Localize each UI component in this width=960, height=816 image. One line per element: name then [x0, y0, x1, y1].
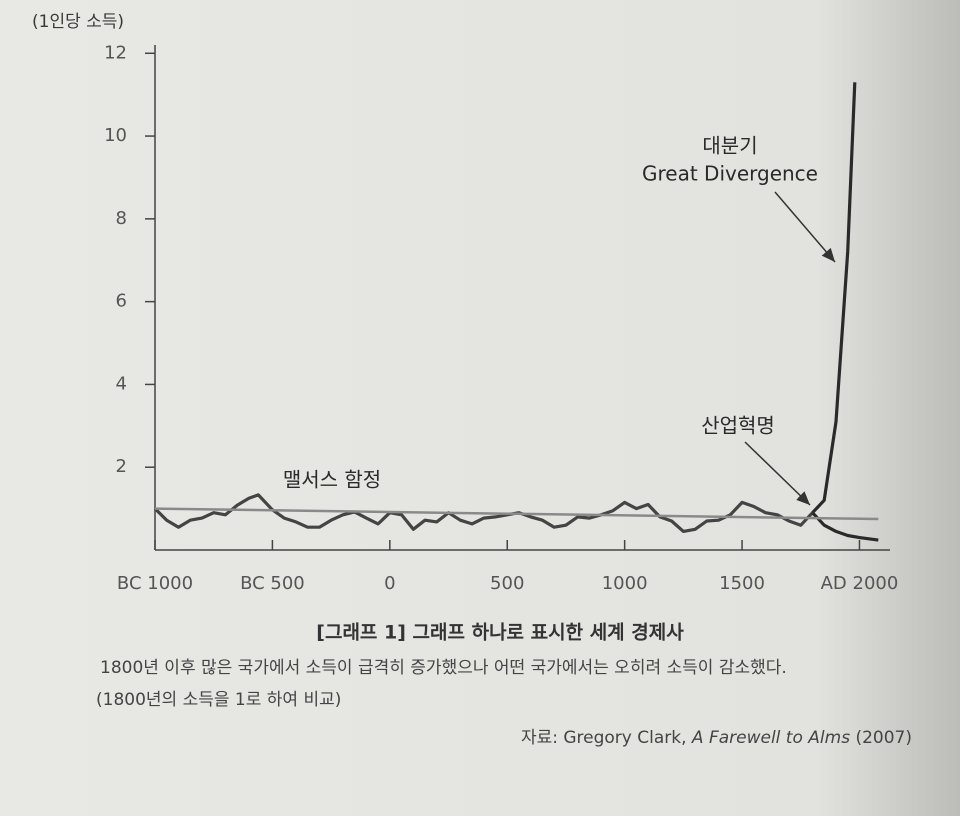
y-tick-label: 6: [116, 291, 127, 312]
y-axis-label: (1인당 소득): [32, 12, 124, 32]
source-year: (2007): [855, 728, 912, 748]
x-tick-label: BC 1000: [117, 573, 193, 594]
annotation-arrow: [744, 441, 811, 506]
annotation-arrow: [774, 191, 836, 263]
caption-title: [그래프 1] 그래프 하나로 표시한 세계 경제사: [316, 622, 684, 644]
caption-line: 1800년 이후 많은 국가에서 소득이 급격히 증가했으나 어떤 국가에서는 …: [100, 658, 787, 678]
series-line: [153, 493, 814, 533]
annotation: Great Divergence: [642, 162, 818, 186]
y-tick-label: 10: [104, 125, 127, 146]
annotation: 산업혁명: [701, 414, 775, 438]
y-tick-label: 4: [116, 373, 127, 394]
x-tick-label: 500: [490, 573, 524, 594]
annotation: 대분기: [702, 134, 757, 158]
series-line: [811, 82, 857, 514]
source-author: 자료: Gregory Clark,: [521, 728, 687, 748]
x-tick-label: BC 500: [240, 573, 305, 594]
caption-line: (1800년의 소득을 1로 하여 비교): [96, 690, 341, 710]
x-tick-label: 0: [384, 573, 395, 594]
x-tick-label: 1000: [602, 573, 648, 594]
y-tick-label: 2: [116, 456, 127, 477]
y-tick-label: 12: [104, 42, 127, 63]
series-line: [154, 507, 879, 521]
y-tick-label: 8: [116, 208, 127, 229]
x-tick-label: AD 2000: [821, 573, 899, 594]
x-tick-label: 1500: [719, 573, 765, 594]
annotation: 맬서스 함정: [283, 468, 381, 492]
series-line: [811, 511, 879, 542]
source-title: A Farewell to Alms: [691, 728, 850, 748]
source: 자료: Gregory Clark, A Farewell to Alms (2…: [521, 728, 912, 748]
